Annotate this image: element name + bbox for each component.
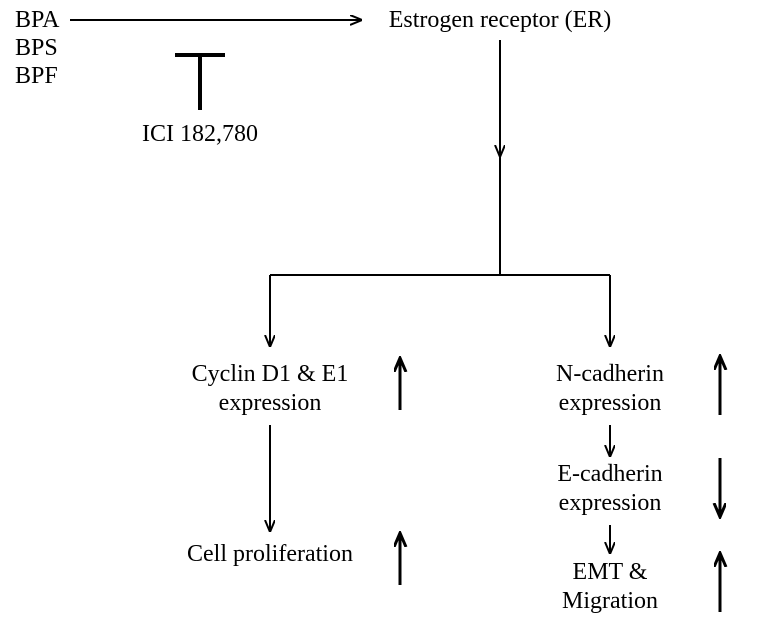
label-prolif: Cell proliferation: [170, 540, 370, 569]
label-ecad: E-cadherin expression: [530, 460, 690, 518]
label-ici: ICI 182,780: [120, 120, 280, 149]
label-bpf: BPF: [15, 62, 75, 91]
label-er: Estrogen receptor (ER): [370, 6, 630, 35]
label-bpa: BPA: [15, 6, 75, 35]
diagram-svg: [0, 0, 759, 635]
label-cyclin: Cyclin D1 & E1 expression: [170, 360, 370, 418]
label-bps: BPS: [15, 34, 75, 63]
label-ncad: N-cadherin expression: [530, 360, 690, 418]
label-emt: EMT & Migration: [530, 558, 690, 616]
